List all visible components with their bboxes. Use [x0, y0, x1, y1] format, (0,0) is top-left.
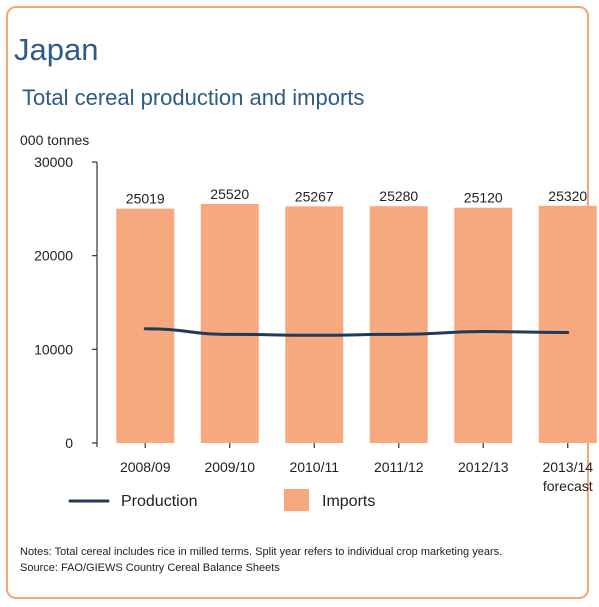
bar-data-label: 25267 — [295, 188, 334, 204]
imports-bar — [370, 206, 428, 443]
legend-production-label: Production — [121, 493, 198, 510]
imports-bar — [285, 206, 343, 443]
bar-data-label: 25019 — [126, 191, 165, 207]
x-tick-label: 2012/13 — [458, 459, 509, 475]
y-tick-label: 0 — [65, 435, 73, 451]
x-tick-label: 2008/09 — [120, 459, 171, 475]
x-tick-label: 2009/10 — [204, 459, 255, 475]
bar-data-label: 25120 — [464, 190, 503, 206]
x-tick-sublabel: forecast — [543, 478, 593, 494]
bar-data-label: 25520 — [210, 186, 249, 202]
x-tick-label: 2013/14 — [542, 459, 593, 475]
notes-text: Notes: Total cereal includes rice in mil… — [20, 544, 580, 560]
y-tick-label: 10000 — [34, 341, 73, 357]
x-tick-label: 2010/11 — [289, 459, 339, 475]
y-tick-label: 30000 — [34, 154, 73, 170]
imports-bar — [201, 204, 259, 443]
imports-bar — [116, 209, 174, 443]
imports-bar — [539, 206, 597, 443]
bar-data-label: 25320 — [548, 188, 587, 204]
bar-data-label: 25280 — [379, 188, 418, 204]
y-tick-label: 20000 — [34, 248, 73, 264]
source-text: Source: FAO/GIEWS Country Cereal Balance… — [20, 560, 580, 576]
chart-notes: Notes: Total cereal includes rice in mil… — [20, 544, 580, 576]
x-tick-label: 2011/12 — [374, 459, 424, 475]
legend-imports-swatch — [284, 489, 309, 511]
legend-imports-label: Imports — [322, 493, 375, 510]
imports-bar — [454, 208, 512, 443]
